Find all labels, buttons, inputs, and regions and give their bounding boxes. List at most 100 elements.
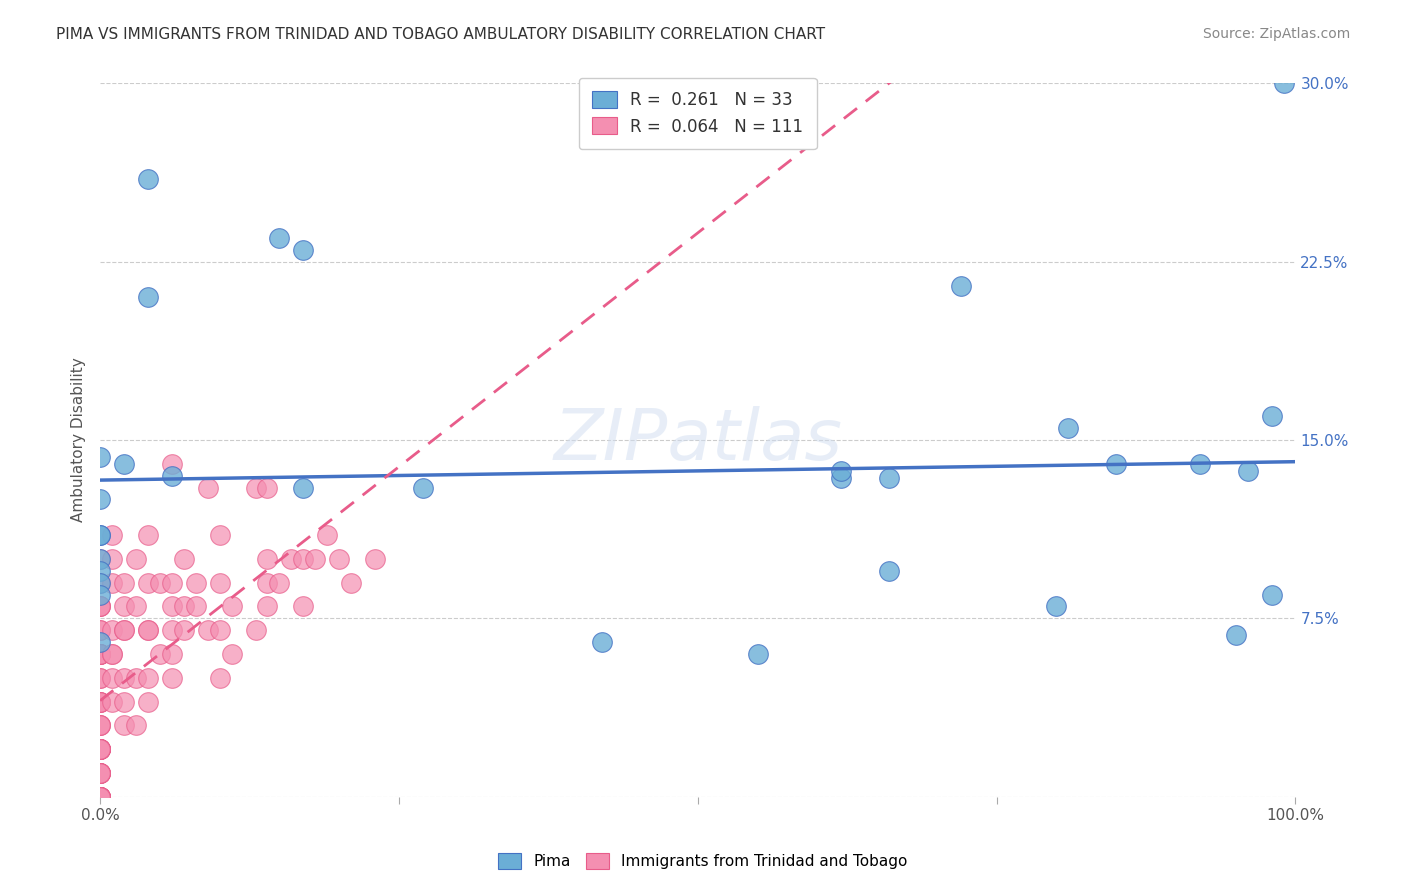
- Text: PIMA VS IMMIGRANTS FROM TRINIDAD AND TOBAGO AMBULATORY DISABILITY CORRELATION CH: PIMA VS IMMIGRANTS FROM TRINIDAD AND TOB…: [56, 27, 825, 42]
- Point: [160, 599, 183, 614]
- Point: [101, 647, 124, 661]
- Point: [269, 575, 291, 590]
- Point: [89, 789, 111, 804]
- Point: [830, 471, 852, 485]
- Point: [101, 624, 124, 638]
- Point: [136, 528, 159, 542]
- Point: [136, 695, 159, 709]
- Point: [89, 599, 111, 614]
- Point: [89, 695, 111, 709]
- Point: [1260, 409, 1282, 424]
- Point: [89, 635, 111, 649]
- Point: [125, 671, 148, 685]
- Point: [101, 671, 124, 685]
- Point: [1045, 599, 1067, 614]
- Point: [89, 789, 111, 804]
- Point: [112, 575, 135, 590]
- Point: [877, 564, 900, 578]
- Point: [89, 765, 111, 780]
- Point: [89, 789, 111, 804]
- Point: [173, 599, 195, 614]
- Point: [197, 481, 219, 495]
- Point: [292, 481, 315, 495]
- Point: [304, 552, 326, 566]
- Point: [328, 552, 350, 566]
- Point: [280, 552, 302, 566]
- Point: [125, 552, 148, 566]
- Point: [316, 528, 339, 542]
- Point: [89, 789, 111, 804]
- Point: [89, 742, 111, 756]
- Point: [89, 742, 111, 756]
- Point: [160, 624, 183, 638]
- Point: [89, 742, 111, 756]
- Point: [89, 552, 111, 566]
- Point: [89, 742, 111, 756]
- Point: [89, 789, 111, 804]
- Point: [208, 575, 231, 590]
- Point: [208, 624, 231, 638]
- Y-axis label: Ambulatory Disability: Ambulatory Disability: [72, 358, 86, 523]
- Point: [112, 671, 135, 685]
- Point: [136, 624, 159, 638]
- Point: [112, 599, 135, 614]
- Point: [1260, 588, 1282, 602]
- Point: [89, 492, 111, 507]
- Point: [149, 575, 172, 590]
- Point: [89, 789, 111, 804]
- Point: [89, 671, 111, 685]
- Point: [1225, 628, 1247, 642]
- Point: [89, 624, 111, 638]
- Point: [112, 718, 135, 732]
- Point: [89, 765, 111, 780]
- Point: [245, 481, 267, 495]
- Point: [101, 647, 124, 661]
- Point: [89, 695, 111, 709]
- Point: [160, 457, 183, 471]
- Point: [101, 575, 124, 590]
- Point: [245, 624, 267, 638]
- Point: [221, 647, 243, 661]
- Point: [101, 695, 124, 709]
- Point: [136, 290, 159, 304]
- Point: [89, 575, 111, 590]
- Point: [89, 789, 111, 804]
- Point: [591, 635, 613, 649]
- Point: [221, 599, 243, 614]
- Point: [412, 481, 434, 495]
- Point: [89, 718, 111, 732]
- Point: [173, 552, 195, 566]
- Point: [89, 789, 111, 804]
- Point: [949, 278, 972, 293]
- Point: [208, 528, 231, 542]
- Point: [101, 528, 124, 542]
- Point: [89, 588, 111, 602]
- Point: [125, 718, 148, 732]
- Text: ZIPatlas: ZIPatlas: [554, 406, 842, 475]
- Point: [89, 742, 111, 756]
- Point: [89, 552, 111, 566]
- Legend: Pima, Immigrants from Trinidad and Tobago: Pima, Immigrants from Trinidad and Tobag…: [492, 847, 914, 875]
- Point: [747, 647, 769, 661]
- Point: [89, 647, 111, 661]
- Point: [184, 599, 207, 614]
- Point: [89, 742, 111, 756]
- Point: [89, 647, 111, 661]
- Point: [89, 742, 111, 756]
- Point: [112, 457, 135, 471]
- Point: [89, 789, 111, 804]
- Point: [89, 647, 111, 661]
- Point: [136, 671, 159, 685]
- Point: [136, 624, 159, 638]
- Point: [89, 718, 111, 732]
- Point: [89, 765, 111, 780]
- Point: [256, 599, 278, 614]
- Point: [184, 575, 207, 590]
- Point: [89, 647, 111, 661]
- Point: [160, 575, 183, 590]
- Point: [173, 624, 195, 638]
- Point: [89, 742, 111, 756]
- Point: [89, 789, 111, 804]
- Point: [292, 243, 315, 257]
- Point: [340, 575, 363, 590]
